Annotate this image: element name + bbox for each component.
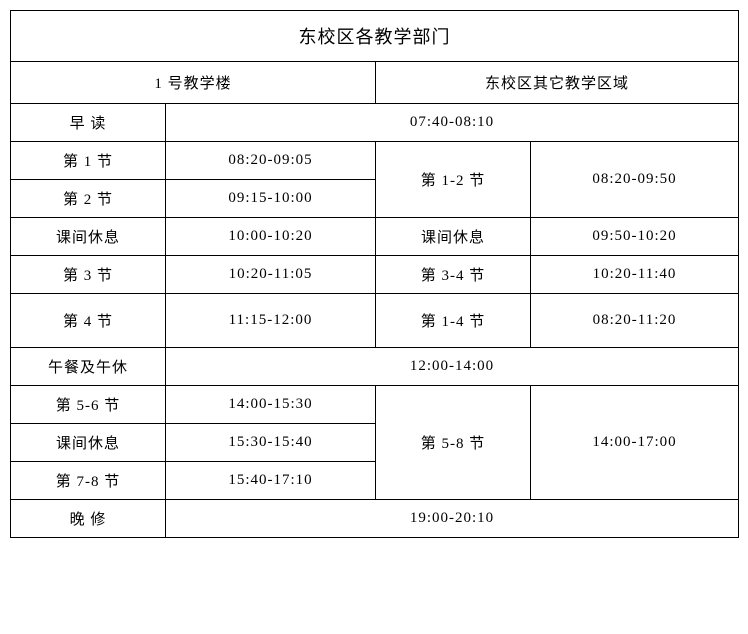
morning-reading-label: 早 读 xyxy=(11,104,166,142)
schedule-table: 东校区各教学部门 1 号教学楼 东校区其它教学区域 早 读 07:40-08:1… xyxy=(10,10,739,538)
b1-p2-label: 第 2 节 xyxy=(11,180,166,218)
evening-time: 19:00-20:10 xyxy=(166,500,739,538)
b1-p78-label: 第 7-8 节 xyxy=(11,462,166,500)
oa-p58-label: 第 5-8 节 xyxy=(376,386,531,500)
b1-p3-time: 10:20-11:05 xyxy=(166,256,376,294)
morning-reading-time: 07:40-08:10 xyxy=(166,104,739,142)
evening-label: 晚 修 xyxy=(11,500,166,538)
b1-p78-time: 15:40-17:10 xyxy=(166,462,376,500)
b1-p1-label: 第 1 节 xyxy=(11,142,166,180)
oa-p14-label: 第 1-4 节 xyxy=(376,294,531,348)
col-right-header: 东校区其它教学区域 xyxy=(376,62,739,104)
table-title: 东校区各教学部门 xyxy=(11,11,739,62)
oa-p34-label: 第 3-4 节 xyxy=(376,256,531,294)
b1-p3-label: 第 3 节 xyxy=(11,256,166,294)
b1-p2-time: 09:15-10:00 xyxy=(166,180,376,218)
oa-p58-time: 14:00-17:00 xyxy=(531,386,739,500)
b1-break2-time: 15:30-15:40 xyxy=(166,424,376,462)
b1-break2-label: 课间休息 xyxy=(11,424,166,462)
oa-p14-time: 08:20-11:20 xyxy=(531,294,739,348)
b1-p4-time: 11:15-12:00 xyxy=(166,294,376,348)
oa-break1-time: 09:50-10:20 xyxy=(531,218,739,256)
b1-p56-time: 14:00-15:30 xyxy=(166,386,376,424)
oa-break1-label: 课间休息 xyxy=(376,218,531,256)
b1-p56-label: 第 5-6 节 xyxy=(11,386,166,424)
lunch-label: 午餐及午休 xyxy=(11,348,166,386)
col-left-header: 1 号教学楼 xyxy=(11,62,376,104)
oa-p12-time: 08:20-09:50 xyxy=(531,142,739,218)
b1-p1-time: 08:20-09:05 xyxy=(166,142,376,180)
b1-p4-label: 第 4 节 xyxy=(11,294,166,348)
b1-break1-time: 10:00-10:20 xyxy=(166,218,376,256)
oa-p34-time: 10:20-11:40 xyxy=(531,256,739,294)
oa-p12-label: 第 1-2 节 xyxy=(376,142,531,218)
b1-break1-label: 课间休息 xyxy=(11,218,166,256)
lunch-time: 12:00-14:00 xyxy=(166,348,739,386)
